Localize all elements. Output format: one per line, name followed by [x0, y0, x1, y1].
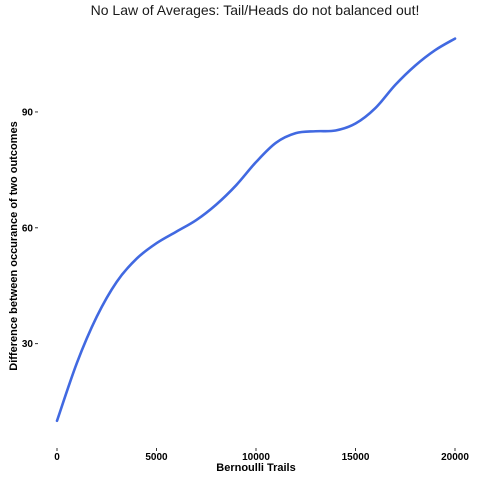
y-axis: 30 60 90	[22, 107, 38, 350]
y-axis-label: Difference between occurance of two outc…	[8, 121, 20, 370]
plot-area	[55, 37, 457, 423]
series-line	[55, 37, 457, 423]
chart-title: No Law of Averages: Tail/Heads do not ba…	[91, 2, 420, 18]
x-tick-label: 20000	[441, 452, 469, 463]
x-tick-label: 5000	[145, 452, 168, 463]
x-axis-label: Bernoulli Trails	[216, 462, 295, 474]
x-tick-label: 15000	[342, 452, 370, 463]
x-tick-label: 0	[54, 452, 60, 463]
y-tick-label: 60	[22, 223, 34, 234]
y-tick-label: 90	[22, 107, 34, 118]
y-tick-label: 30	[22, 339, 34, 350]
x-axis: 0 5000 10000 15000 20000	[54, 448, 469, 463]
x-tick-label: 10000	[242, 452, 270, 463]
